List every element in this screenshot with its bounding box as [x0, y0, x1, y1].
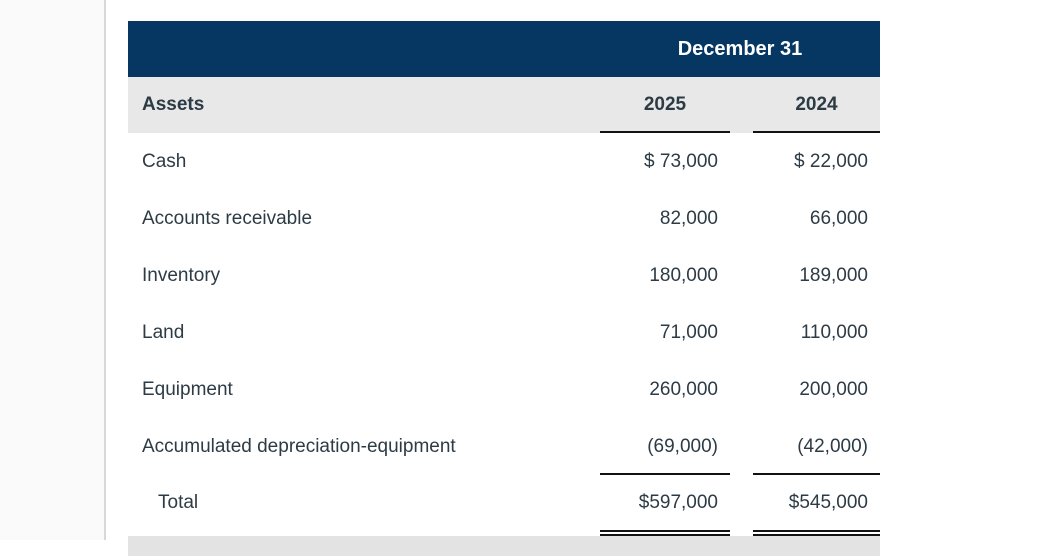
- double-underline-row: [128, 530, 880, 536]
- double-underline-2025: [600, 530, 730, 536]
- assets-column-header: Assets: [142, 94, 205, 115]
- table-row-inventory: Inventory 180,000 189,000: [128, 247, 880, 304]
- row-label: Cash: [142, 150, 187, 172]
- total-2024-cell: $545,000: [788, 491, 868, 513]
- december-31-label: December 31: [677, 37, 803, 60]
- value-2024-cell: 189,000: [799, 264, 868, 286]
- row-label: Inventory: [142, 264, 221, 286]
- value-2025-cell: $ 73,000: [644, 150, 718, 172]
- header-underline-2024: [753, 131, 880, 133]
- value-2024-cell: $ 22,000: [794, 150, 868, 172]
- total-2025-cell: $597,000: [638, 491, 718, 513]
- header-underline-2025: [600, 131, 730, 133]
- single-underline-2025: [600, 473, 730, 475]
- value-2025-cell: 71,000: [659, 321, 718, 343]
- row-label: Accumulated depreciation-equipment: [142, 435, 456, 457]
- value-2025-cell: 260,000: [649, 378, 718, 400]
- total-label: Total: [158, 491, 199, 513]
- value-2024-cell: 66,000: [809, 207, 868, 229]
- year-2025-column-header: 2025: [643, 94, 687, 115]
- row-label: Land: [142, 321, 185, 343]
- value-2025-cell: (69,000): [647, 435, 718, 457]
- row-label: Accounts receivable: [142, 207, 313, 229]
- value-2025-cell: 82,000: [659, 207, 718, 229]
- table-row-accumulated-depreciation: Accumulated depreciation-equipment (69,0…: [128, 418, 880, 475]
- single-underline-2024: [753, 473, 880, 475]
- table-row-equipment: Equipment 260,000 200,000: [128, 361, 880, 418]
- next-section-header-band: [128, 536, 880, 556]
- table-row-accounts-receivable: Accounts receivable 82,000 66,000: [128, 190, 880, 247]
- page-gutter: [0, 0, 106, 540]
- value-2024-cell: 200,000: [799, 378, 868, 400]
- double-underline-2024: [753, 530, 880, 536]
- table-row-land: Land 71,000 110,000: [128, 304, 880, 361]
- table-header-banner: December 31: [128, 21, 880, 77]
- row-label: Equipment: [142, 378, 233, 400]
- year-2024-column-header: 2024: [795, 94, 838, 115]
- table-row-cash: Cash $ 73,000 $ 22,000: [128, 133, 880, 190]
- column-header-row: Assets 2025 2024: [128, 77, 880, 133]
- value-2024-cell: 110,000: [800, 321, 868, 343]
- value-2024-cell: (42,000): [797, 435, 868, 457]
- value-2025-cell: 180,000: [649, 264, 718, 286]
- total-row: Total $597,000 $545,000: [128, 475, 880, 530]
- balance-sheet-table: December 31 Assets 2025 2024 Cash $ 73,0…: [128, 21, 880, 556]
